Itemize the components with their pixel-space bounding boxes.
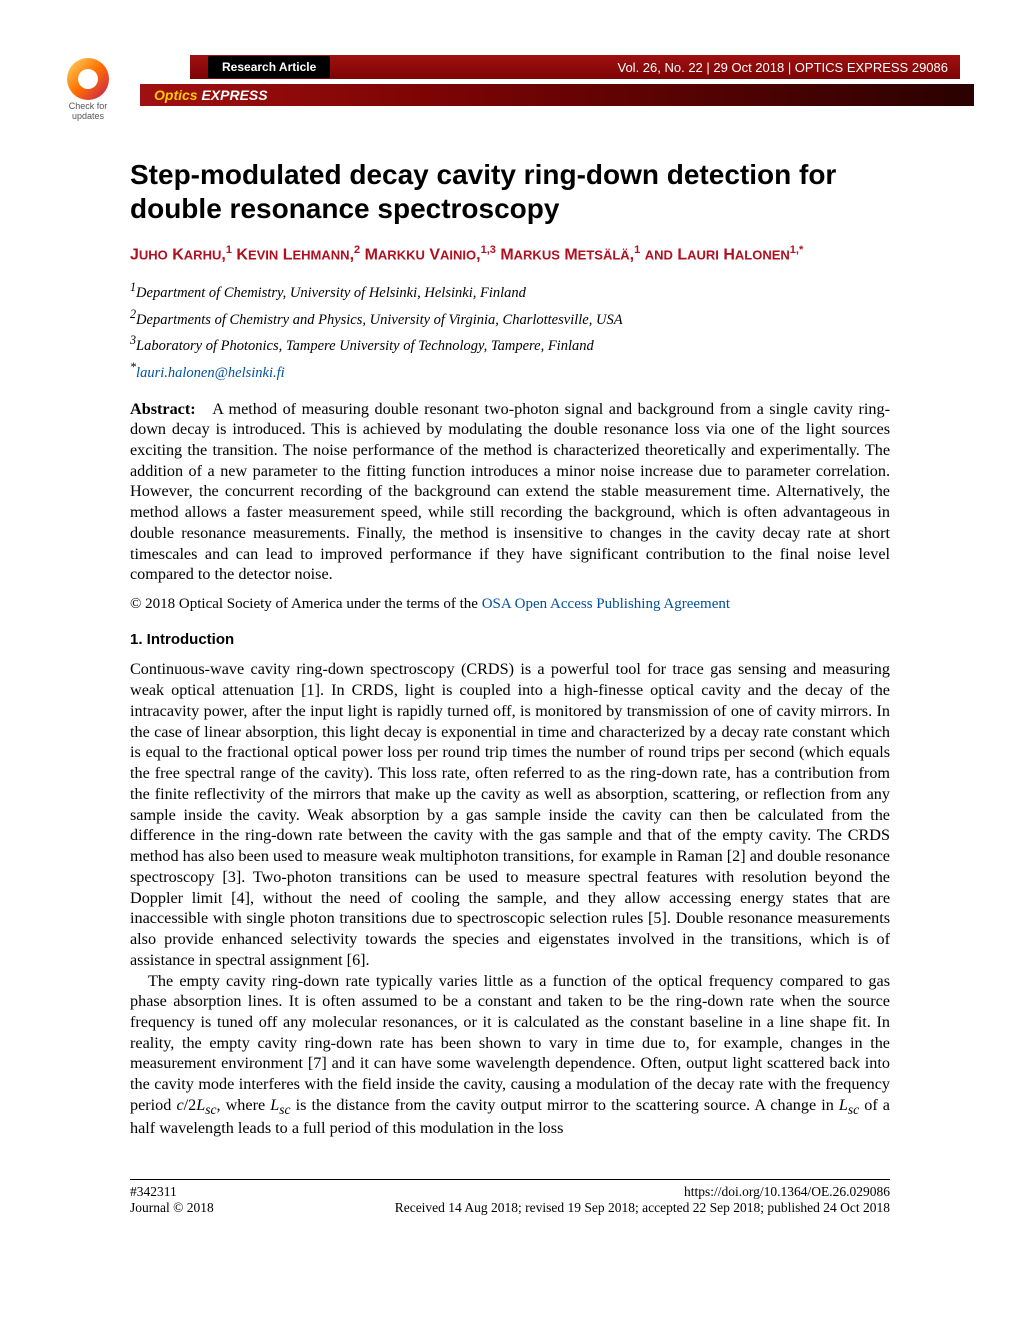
journal-name: Optics EXPRESS: [154, 87, 268, 103]
copyright-line: © 2018 Optical Society of America under …: [130, 595, 890, 614]
paragraph-1: Continuous-wave cavity ring-down spectro…: [130, 659, 890, 970]
crossmark-icon: [67, 58, 109, 100]
article-type-pill: Research Article: [208, 56, 330, 78]
abstract-block: Abstract: A method of measuring double r…: [130, 399, 890, 586]
check-updates-label: Check for updates: [60, 102, 116, 122]
affiliation-1: 1Department of Chemistry, University of …: [130, 280, 890, 303]
affiliation-2: 2Departments of Chemistry and Physics, U…: [130, 307, 890, 330]
article-content: Step-modulated decay cavity ring-down de…: [130, 158, 890, 1139]
journal-name-bar: Optics EXPRESS: [140, 84, 974, 106]
journal-copyright: Journal © 2018: [130, 1200, 214, 1216]
article-id: #342311: [130, 1184, 214, 1200]
article-title: Step-modulated decay cavity ring-down de…: [130, 158, 890, 225]
journal-header: Check for updates Research Article Vol. …: [0, 0, 1020, 108]
journal-info-bar: Research Article Vol. 26, No. 22 | 29 Oc…: [190, 55, 960, 79]
affiliation-3: 3Laboratory of Photonics, Tampere Univer…: [130, 333, 890, 356]
author-list: JUHO KARHU,1 KEVIN LEHMANN,2 MARKKU VAIN…: [130, 243, 890, 266]
introduction-body: Continuous-wave cavity ring-down spectro…: [130, 659, 890, 1139]
corresponding-email[interactable]: *lauri.halonen@helsinki.fi: [130, 360, 890, 382]
page-footer: #342311 Journal © 2018 https://doi.org/1…: [130, 1179, 890, 1216]
publication-dates: Received 14 Aug 2018; revised 19 Sep 201…: [395, 1200, 890, 1216]
osa-agreement-link[interactable]: OSA Open Access Publishing Agreement: [482, 596, 730, 612]
check-updates-badge[interactable]: Check for updates: [60, 58, 116, 122]
volume-issue-info: Vol. 26, No. 22 | 29 Oct 2018 | OPTICS E…: [330, 60, 960, 75]
abstract-label: Abstract:: [130, 400, 196, 418]
doi-link[interactable]: https://doi.org/10.1364/OE.26.029086: [395, 1184, 890, 1200]
abstract-text: A method of measuring double resonant tw…: [130, 400, 890, 584]
section-1-heading: 1. Introduction: [130, 630, 890, 649]
paragraph-2: The empty cavity ring-down rate typicall…: [130, 971, 890, 1140]
